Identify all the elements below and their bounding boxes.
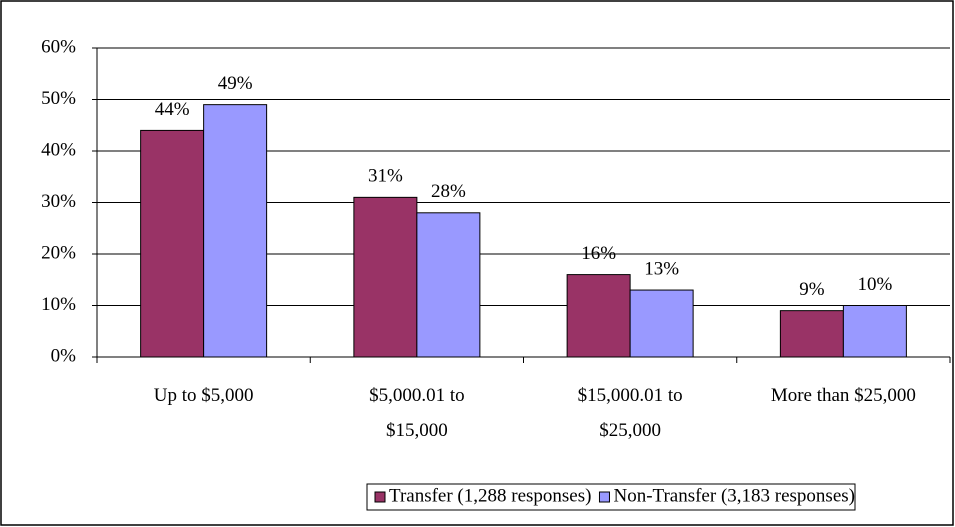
y-tick-label: 20%: [41, 242, 76, 263]
y-tick-label: 50%: [41, 88, 76, 109]
y-tick-label: 30%: [41, 191, 76, 212]
data-label: 9%: [799, 279, 825, 300]
legend-label: Non-Transfer (3,183 responses): [613, 485, 855, 506]
data-label: 16%: [581, 243, 616, 264]
bar: [203, 104, 268, 358]
y-tick-label: 60%: [41, 36, 76, 57]
bar: [629, 289, 694, 358]
bar: [566, 274, 631, 358]
bar: [779, 310, 844, 358]
data-label: 31%: [368, 166, 403, 187]
data-label: 28%: [431, 181, 466, 202]
y-tick-label: 40%: [41, 139, 76, 160]
bar: [353, 196, 418, 358]
legend-box: [366, 483, 856, 511]
legend-swatch: [598, 491, 610, 503]
bar: [842, 305, 907, 358]
x-tick-label: $15,000.01 to $25,000: [578, 385, 683, 441]
data-label: 13%: [644, 258, 679, 279]
data-label: 44%: [155, 99, 190, 120]
x-tick-label: Up to $5,000: [154, 385, 254, 406]
data-label: 10%: [857, 274, 892, 295]
y-tick-label: 0%: [51, 345, 77, 366]
data-label: 49%: [218, 73, 253, 94]
y-tick-label: 10%: [41, 294, 76, 315]
x-tick-label: More than $25,000: [771, 385, 916, 406]
bar: [140, 129, 205, 358]
legend-swatch: [374, 491, 386, 503]
legend-label: Transfer (1,288 responses): [389, 485, 591, 506]
bar: [416, 212, 481, 358]
x-tick-label: $5,000.01 to $15,000: [369, 385, 465, 441]
